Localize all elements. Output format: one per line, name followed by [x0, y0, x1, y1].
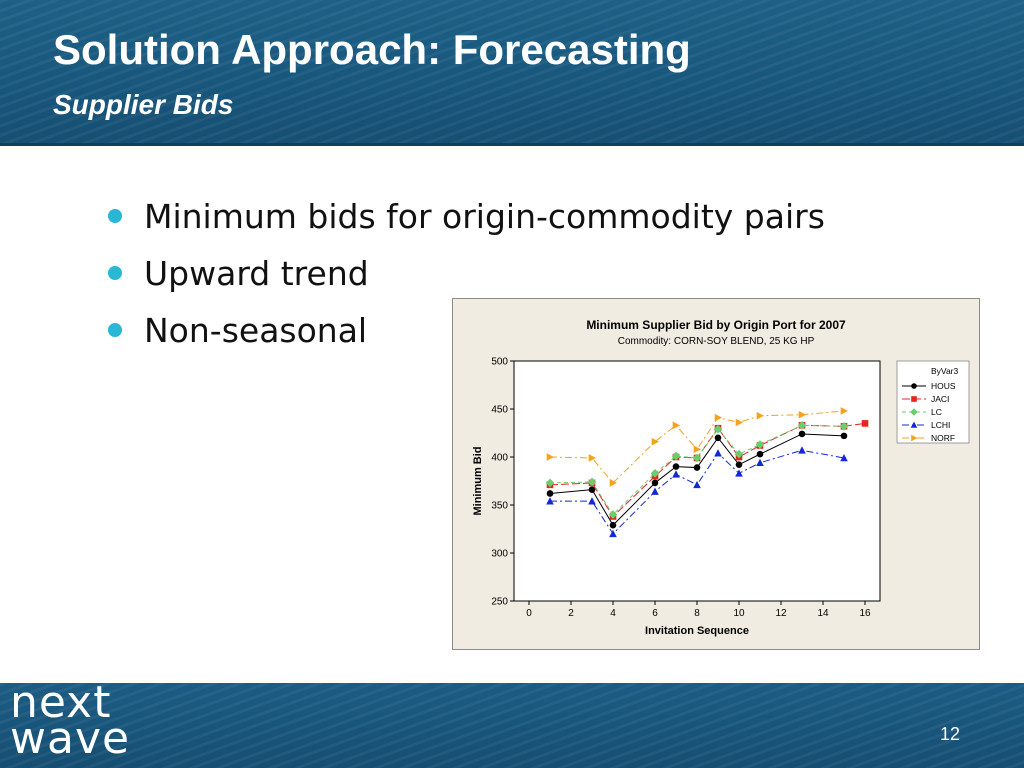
y-tick-label: 450 [491, 405, 508, 416]
legend-box [896, 360, 970, 444]
data-point-triangle-right [840, 407, 848, 415]
chart-panel: Minimum Supplier Bid by Origin Port for … [452, 298, 980, 650]
legend-label: LCHI [931, 420, 950, 430]
y-tick-label: 500 [491, 357, 508, 368]
chart-legend: ByVar3 HOUS JACI LC LCHI NORF [896, 360, 970, 444]
x-tick-label: 14 [817, 608, 829, 619]
legend-label: JACI [931, 394, 949, 404]
legend-label: LC [931, 407, 942, 417]
y-axis-label: Minimum Bid [472, 446, 484, 515]
data-point-triangle-right [798, 410, 806, 419]
x-tick-label: 8 [694, 608, 700, 619]
data-point-circle [911, 383, 917, 389]
legend-label: HOUS [931, 381, 956, 391]
data-point-triangle-up [714, 449, 722, 457]
slide-subtitle: Supplier Bids [53, 89, 234, 120]
data-point-triangle-up [693, 480, 701, 489]
x-axis-label: Invitation Sequence [645, 625, 749, 637]
data-point-circle [651, 479, 659, 487]
data-point-triangle-right [735, 418, 743, 427]
line-chart: Minimum Supplier Bid by Origin Port for … [472, 318, 970, 637]
chart-title: Minimum Supplier Bid by Origin Port for … [586, 318, 846, 332]
data-point-circle [672, 463, 680, 470]
data-point-triangle-right [911, 434, 918, 442]
data-point-triangle-right [546, 453, 554, 461]
data-point-circle [609, 521, 617, 529]
series-hous [546, 430, 848, 529]
data-point-triangle-right [588, 454, 596, 462]
data-point-square [861, 420, 869, 427]
logo-line-2: wave [10, 713, 131, 764]
data-point-triangle-right [651, 437, 659, 446]
x-tick-label: 0 [526, 608, 532, 619]
logo-line-1: next [10, 683, 112, 728]
data-point-diamond [797, 421, 807, 430]
data-point-triangle-up [651, 487, 659, 495]
data-point-triangle-up [735, 469, 743, 477]
data-point-triangle-up [588, 497, 596, 505]
data-point-triangle-up [840, 453, 848, 462]
data-point-triangle-right [672, 421, 680, 430]
x-tick-label: 12 [775, 608, 787, 619]
legend-title: ByVar3 [931, 366, 959, 376]
x-tick-label: 16 [859, 608, 871, 619]
bullet-text: Non-seasonal [144, 311, 368, 350]
bullet-item: Minimum bids for origin-commodity pairs [108, 195, 825, 252]
legend-item: JACI [902, 394, 949, 404]
chart-axes: 0 2 4 6 8 10 12 14 16 250 300 350 400 450 500 [491, 357, 871, 620]
y-tick-label: 350 [491, 501, 508, 512]
y-tick-label: 400 [491, 453, 508, 464]
bullet-dot-icon [108, 266, 122, 280]
data-point-diamond [713, 424, 723, 434]
data-point-triangle-up [756, 458, 764, 467]
slide-title: Solution Approach: Forecasting [53, 26, 691, 73]
data-point-triangle-right [714, 413, 722, 422]
bullet-dot-icon [108, 209, 122, 223]
page-number: 12 [939, 724, 960, 744]
y-tick-label: 300 [491, 549, 508, 560]
x-tick-label: 2 [568, 608, 574, 619]
legend-item: NORF [902, 433, 955, 443]
series-line [549, 410, 845, 484]
data-point-triangle-up [910, 421, 918, 428]
data-point-circle [735, 461, 743, 468]
data-point-square [911, 396, 917, 402]
data-point-triangle-up [672, 470, 680, 478]
data-point-circle [546, 490, 554, 497]
series-lchi [546, 446, 848, 538]
y-tick-label: 250 [491, 597, 508, 608]
data-point-circle [588, 486, 596, 493]
data-point-circle [714, 434, 722, 442]
legend-label: NORF [931, 433, 955, 443]
chart-subtitle: Commodity: CORN-SOY BLEND, 25 KG HP [618, 336, 815, 347]
bullet-text: Upward trend [144, 254, 369, 293]
bullet-text: Minimum bids for origin-commodity pairs [144, 197, 825, 236]
legend-item: HOUS [902, 381, 956, 391]
chart-series [545, 407, 869, 538]
data-point-triangle-up [609, 529, 617, 538]
bullet-item: Non-seasonal [108, 309, 825, 366]
series-line [549, 424, 845, 516]
series-norf [546, 407, 848, 487]
x-tick-label: 4 [610, 608, 616, 619]
bullet-item: Upward trend [108, 252, 825, 309]
data-point-triangle-up [798, 446, 806, 454]
bullet-list: Minimum bids for origin-commodity pairs … [108, 195, 825, 366]
data-point-circle [798, 430, 806, 438]
data-point-triangle-up [546, 497, 554, 505]
slide-footer: next wave 12 [0, 683, 1024, 768]
data-point-triangle-right [756, 411, 764, 420]
legend-item: LCHI [902, 420, 950, 430]
data-point-circle [756, 450, 764, 458]
slide-header: Solution Approach: Forecasting Supplier … [0, 0, 1024, 146]
nextwave-logo: next wave [10, 683, 131, 764]
data-point-circle [840, 432, 848, 440]
data-point-circle [693, 464, 701, 471]
data-point-triangle-right [693, 445, 701, 454]
x-tick-label: 10 [733, 608, 745, 619]
x-tick-label: 6 [652, 608, 658, 619]
data-point-diamond [755, 440, 765, 449]
bullet-dot-icon [108, 323, 122, 337]
data-point-triangle-right [609, 479, 617, 487]
